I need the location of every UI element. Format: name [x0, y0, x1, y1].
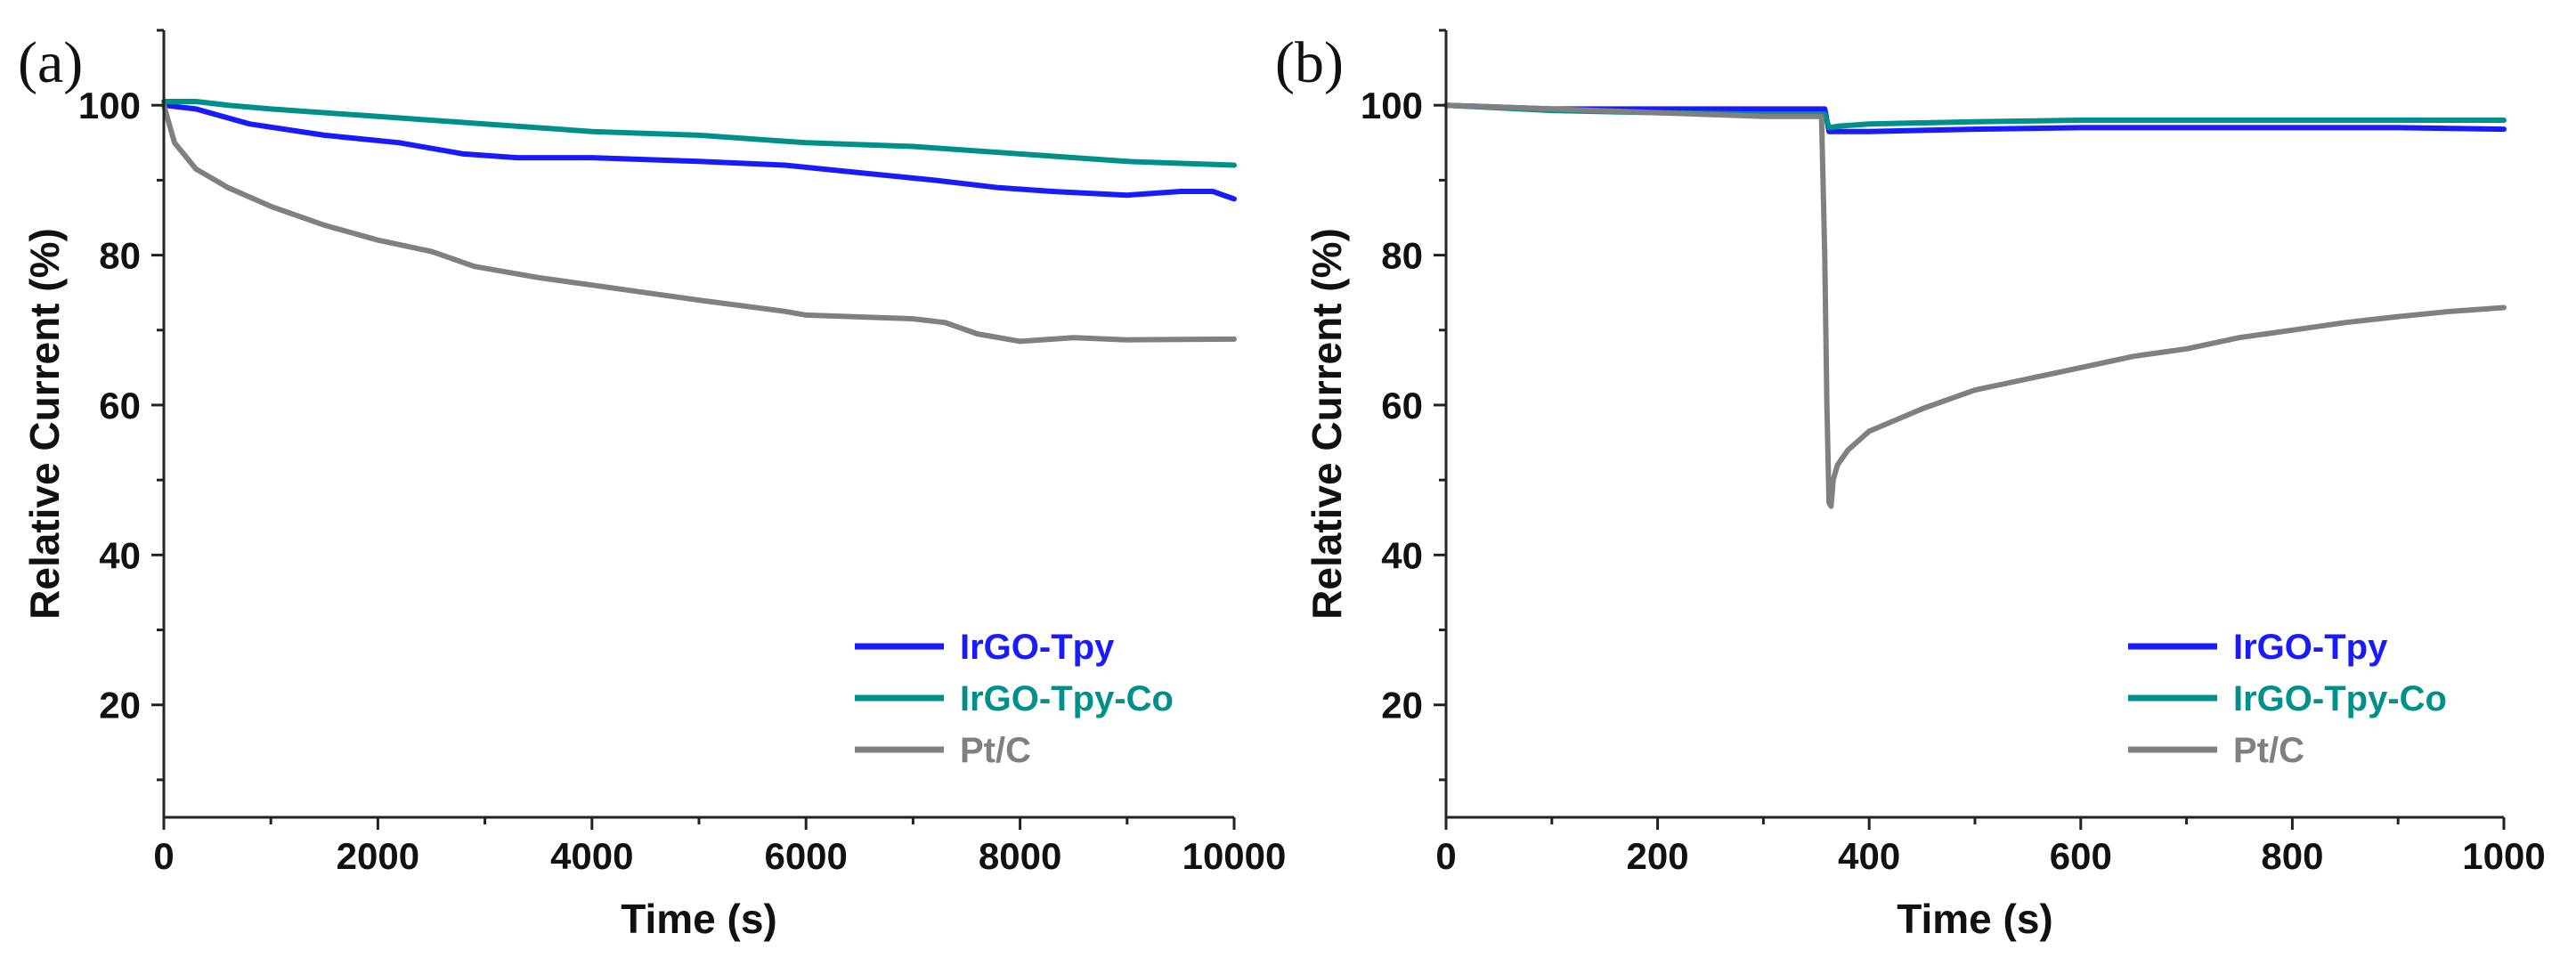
- y-axis-title: Relative Current (%): [1304, 228, 1350, 620]
- x-tick-label: 8000: [979, 835, 1061, 877]
- x-tick-label: 800: [2261, 835, 2323, 877]
- y-tick-label: 100: [78, 85, 141, 126]
- y-tick-label: 60: [99, 385, 141, 426]
- y-tick-label: 40: [1381, 534, 1423, 576]
- legend-label: IrGO-Tpy: [960, 628, 1115, 667]
- y-tick-label: 80: [99, 235, 141, 277]
- x-tick-label: 2000: [337, 835, 419, 877]
- legend-label: Pt/C: [960, 731, 1031, 770]
- x-tick-label: 400: [1838, 835, 1900, 877]
- series-line-irgo-tpy-co: [161, 99, 1237, 168]
- y-tick-label: 80: [1381, 235, 1423, 277]
- y-tick-label: 40: [99, 534, 141, 576]
- panel-label: (b): [1275, 30, 1344, 95]
- legend: IrGO-Tpy IrGO-Tpy-Co Pt/C: [2128, 628, 2447, 770]
- series-line-pt-c: [1443, 102, 2507, 509]
- x-axis-title: Time (s): [621, 896, 777, 942]
- y-tick-label: 60: [1381, 385, 1423, 426]
- chart-panel-1: (b) 0 200 400 600 800 1000 20 40 60 80 100 Time (s) R…: [1275, 28, 2546, 942]
- y-tick-label: 20: [99, 685, 141, 726]
- legend-label: IrGO-Tpy: [2233, 628, 2388, 667]
- x-tick-label: 10000: [1182, 835, 1287, 877]
- y-tick-label: 20: [1381, 685, 1423, 726]
- x-tick-label: 4000: [550, 835, 633, 877]
- x-axis-title: Time (s): [1897, 896, 2053, 942]
- x-tick-label: 6000: [764, 835, 847, 877]
- legend-label: IrGO-Tpy-Co: [960, 679, 1174, 718]
- legend-label: Pt/C: [2233, 731, 2304, 770]
- x-tick-label: 600: [2050, 835, 2112, 877]
- series-line-irgo-tpy: [1443, 102, 2507, 134]
- y-axis-title: Relative Current (%): [21, 228, 68, 620]
- legend-label: IrGO-Tpy-Co: [2233, 679, 2447, 718]
- x-tick-label: 0: [153, 835, 174, 877]
- y-tick-label: 100: [1361, 85, 1423, 126]
- x-tick-label: 200: [1627, 835, 1689, 877]
- x-tick-label: 1000: [2462, 835, 2545, 877]
- panel-label: (a): [18, 30, 83, 95]
- series-line-irgo-tpy: [161, 102, 1237, 202]
- x-tick-label: 0: [1435, 835, 1456, 877]
- series-line-pt-c: [161, 102, 1237, 345]
- legend: IrGO-Tpy IrGO-Tpy-Co Pt/C: [855, 628, 1174, 770]
- chart-panel-0: (a) 0 2000 4000 6000 8000 10000 20 40 60 80 100 Time…: [18, 28, 1287, 942]
